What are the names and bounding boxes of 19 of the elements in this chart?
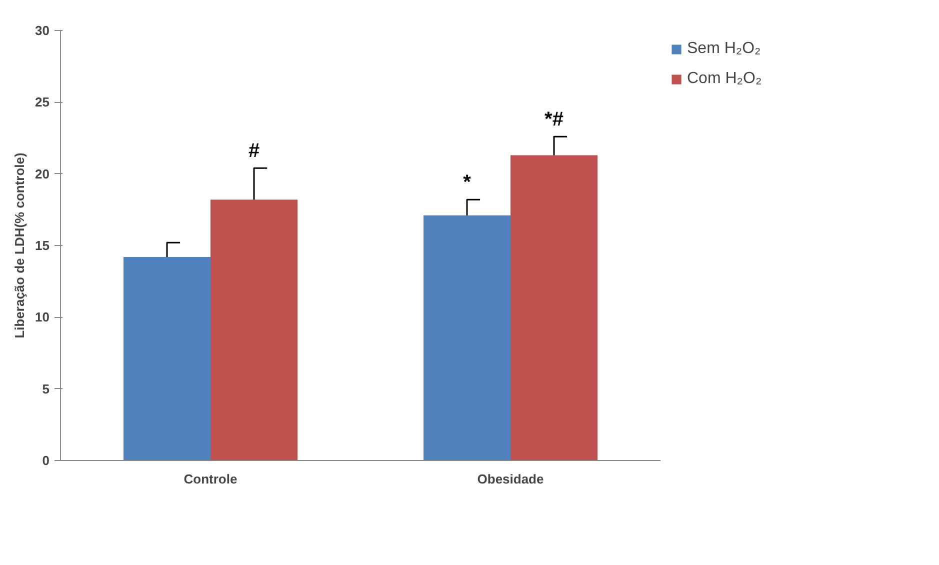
bar — [210, 200, 298, 460]
bar — [510, 155, 598, 460]
x-tick-label: Obesidade — [477, 472, 544, 486]
y-tick-label: 25 — [35, 94, 50, 110]
annotation: * — [463, 172, 472, 194]
y-axis-title: Liberação de LDH(% controle) — [12, 152, 28, 338]
legend-label: Sem H₂O₂ — [687, 40, 761, 58]
y-tick-label: 15 — [35, 238, 50, 253]
annotation: # — [248, 140, 260, 162]
y-tick-label: 5 — [42, 381, 50, 396]
annotation: *# — [544, 108, 564, 131]
y-tick-label: 10 — [35, 310, 50, 325]
y-tick-label: 0 — [42, 453, 50, 468]
y-tick-label: 30 — [35, 23, 50, 38]
bar — [424, 215, 510, 460]
y-tick-label: 20 — [35, 166, 50, 182]
bar — [124, 256, 210, 460]
x-tick-label: Controle — [184, 472, 238, 486]
legend-label: Com H₂O₂ — [687, 70, 762, 88]
